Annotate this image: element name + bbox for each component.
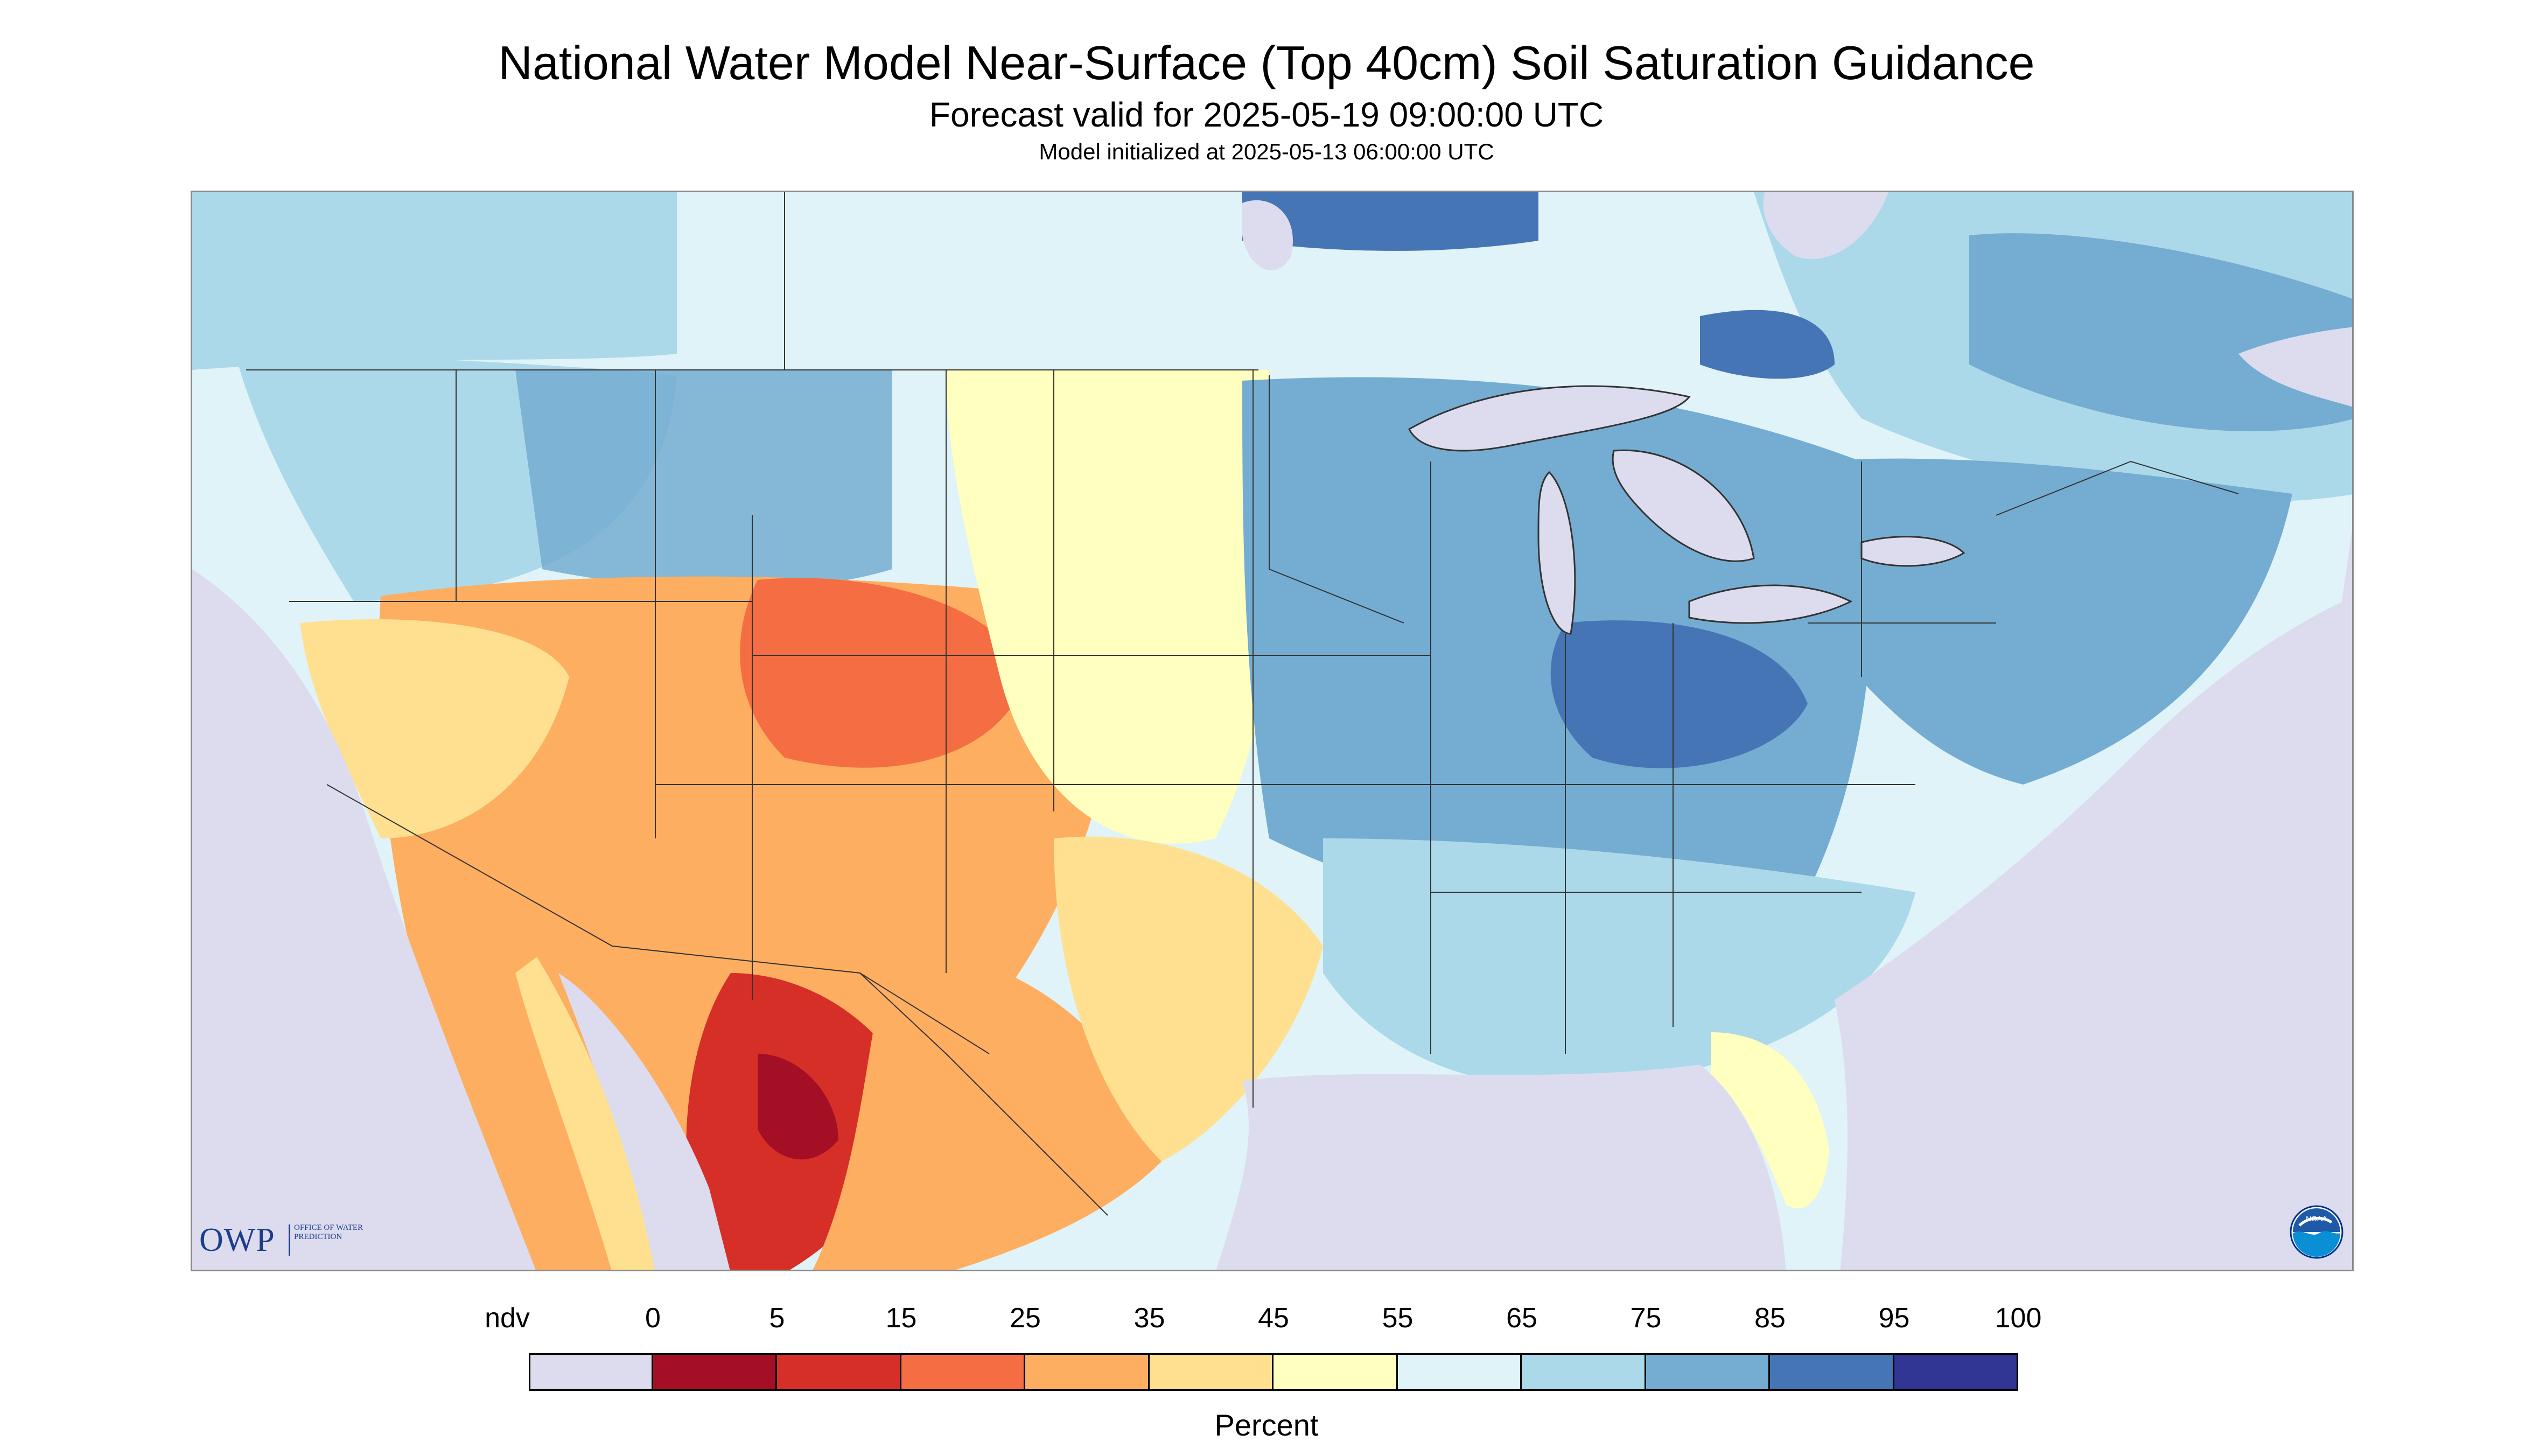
region-four-corners-red [740,578,1027,768]
legend-tick-label: 15 [885,1303,917,1334]
region-great-plains [946,370,1280,844]
forecast-valid-time: Forecast valid for 2025-05-19 09:00:00 U… [929,95,1604,134]
gulf-of-st-lawrence [2238,327,2352,407]
gulf-of-mexico [1216,1065,1786,1270]
lake-michigan [1537,471,1576,635]
lake-winnipeg [1242,200,1293,271]
owp-logo-divider [289,1224,290,1256]
lake-erie [1688,584,1853,624]
region-southeast [1323,838,1915,1088]
legend-tick-label: 45 [1258,1303,1289,1334]
legend-tick-label: 85 [1754,1303,1786,1334]
owp-logo-subtext: OFFICE OF WATER PREDICTION [294,1223,363,1241]
noaa-logo: NOAA [2290,1205,2343,1259]
legend-bin [529,1353,653,1391]
legend-unit-label: Percent [1214,1408,1319,1442]
legend-bin [1892,1353,2018,1391]
legend-tick-label: ndv [485,1303,530,1334]
region-hudson-blue [1242,192,1538,251]
soil-saturation-map [191,191,2354,1271]
region-texas-south [1054,836,1323,1161]
legend-tick-label: 55 [1382,1303,1414,1334]
legend-bin [1644,1353,1770,1391]
region-mexico-orange [813,946,1161,1270]
map-title: National Water Model Near-Surface (Top 4… [498,36,2035,89]
region-canada-west [192,192,677,370]
legend-tick-label: 65 [1506,1303,1537,1334]
legend-bin [1024,1353,1150,1391]
owp-logo-text: OWP [199,1222,275,1258]
state-boundaries [246,192,2239,1216]
legend-tick-label: 25 [1010,1303,1041,1334]
legend-bin [775,1353,901,1391]
region-northern-rockies [515,370,892,590]
region-mexico-darkred [758,1054,838,1160]
legend-bin [899,1353,1025,1391]
florida-peninsula [1711,1032,1829,1208]
hudson-bay [1763,192,1888,259]
legend-tick-label: 35 [1133,1303,1165,1334]
color-legend [529,1353,2018,1391]
model-init-time: Model initialized at 2025-05-13 06:00:00… [1039,139,1494,164]
legend-tick-label: 100 [1995,1303,2042,1334]
legend-bin [1768,1353,1894,1391]
region-great-basin-yellow [300,619,569,838]
legend-bin [1272,1353,1398,1391]
owp-logo: OWP OFFICE OF WATER PREDICTION [199,1221,377,1259]
gulf-of-california [558,973,730,1270]
lake-superior [1408,385,1691,452]
legend-bin [1520,1353,1646,1391]
atlantic-ocean [1835,597,2352,1270]
lake-ontario [1860,536,1965,567]
legend-bin [1396,1353,1522,1391]
region-ohio-valley-deep [1550,620,1808,768]
pacific-ocean [192,569,536,1270]
legend-tick-label: 95 [1878,1303,1910,1334]
legend-tick-label: 5 [769,1303,785,1334]
lake-huron [1612,449,1755,562]
region-ontario-lakes [1700,310,1835,379]
legend-bin [1147,1353,1274,1391]
region-canada-central [677,192,1269,377]
legend-tick-label: 75 [1630,1303,1662,1334]
legend-bin [651,1353,777,1391]
legend-tick-label: 0 [645,1303,661,1334]
region-quebec-deep [1969,233,2352,431]
noaa-logo-text: NOAA [2306,1214,2327,1223]
baja-california [515,957,655,1270]
